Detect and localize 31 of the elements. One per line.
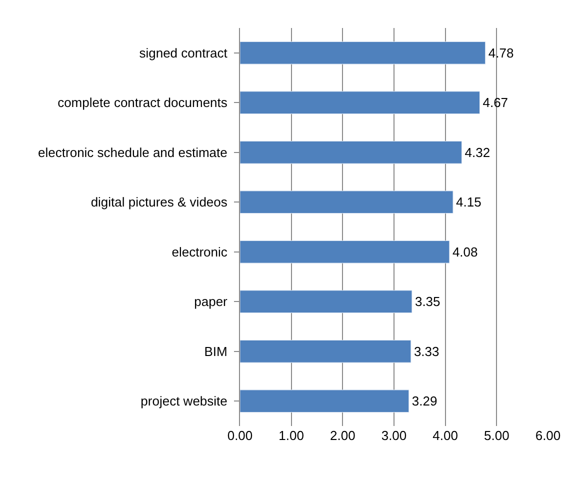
y-tick-label: paper — [194, 294, 228, 310]
x-tick-label: 1.00 — [278, 428, 304, 443]
x-tick-label: 3.00 — [381, 428, 407, 443]
bar — [240, 41, 486, 64]
data-label: 4.78 — [488, 45, 514, 60]
y-tick-label: project website — [140, 394, 228, 409]
x-tick-label: 4.00 — [432, 428, 458, 443]
x-tick-label: 6.00 — [535, 428, 561, 443]
bar — [240, 340, 412, 363]
x-tick-label: 0.00 — [227, 428, 253, 443]
bar — [240, 140, 462, 164]
x-tick-label: 2.00 — [330, 428, 356, 443]
y-tick-label: electronic schedule and estimate — [38, 144, 228, 160]
data-label: 3.35 — [414, 294, 440, 310]
y-tick-label: complete contract documents — [58, 95, 228, 110]
data-label: 4.67 — [482, 95, 508, 110]
data-label: 3.33 — [414, 344, 440, 359]
data-label: 4.08 — [452, 244, 478, 260]
x-tick-label: 5.00 — [484, 428, 510, 443]
y-tick-label: digital pictures & videos — [90, 194, 228, 210]
bar — [240, 91, 480, 114]
data-label: 4.15 — [456, 194, 482, 210]
bar — [240, 240, 450, 264]
bar — [240, 190, 454, 214]
y-tick-label: electronic — [172, 244, 228, 260]
bar — [240, 390, 410, 413]
y-tick-label: BIM — [204, 344, 228, 359]
data-label: 3.29 — [412, 394, 438, 409]
y-tick-label: signed contract — [139, 45, 228, 60]
data-label: 4.32 — [464, 144, 490, 160]
bar — [240, 290, 412, 314]
